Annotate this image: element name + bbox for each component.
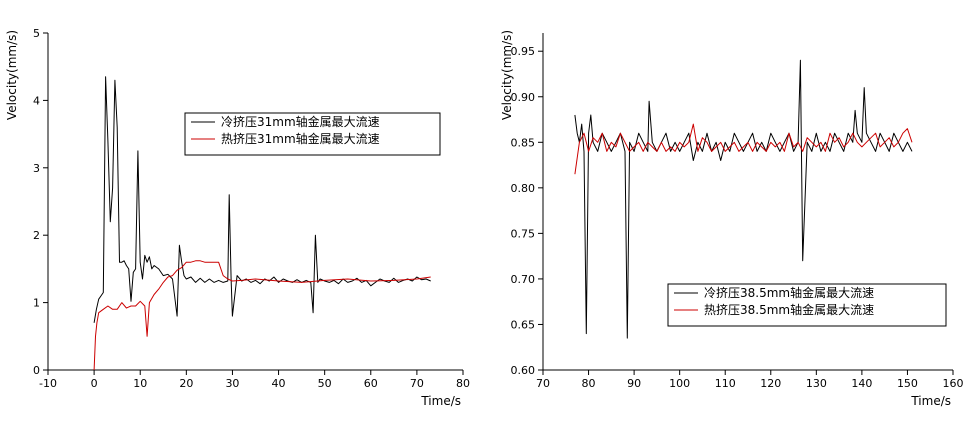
y-tick-label: 2: [33, 229, 40, 242]
chart-2: 70 80 90 100 110 120 130 140 150 160 0.60 0.65 0.70 0…: [500, 30, 964, 408]
legend-box: [184, 112, 441, 156]
x-tick-label: 110: [715, 377, 736, 390]
x-tick-label: 30: [225, 377, 239, 390]
y-tick-label: 0.95: [511, 45, 536, 58]
y-tick-label: 0.60: [511, 364, 536, 377]
y-tick-label: 0.70: [511, 273, 536, 286]
x-tick-label: 40: [272, 377, 286, 390]
legend-box: [667, 283, 947, 327]
x-tick-label: 90: [627, 377, 641, 390]
x-tick-label: 70: [410, 377, 424, 390]
y-tick-label: 0.75: [511, 227, 536, 240]
series-line-2: [93, 260, 431, 371]
x-tick-label: 100: [669, 377, 690, 390]
x-tick-label: 70: [536, 377, 550, 390]
y-tick-label: 0.90: [511, 91, 536, 104]
legend-entry: 热挤压38.5mm轴金属最大流速: [704, 302, 874, 317]
y-tick-label: 0.85: [511, 136, 536, 149]
series-line-1: [93, 76, 431, 323]
y-tick-label: 0.80: [511, 182, 536, 195]
x-tick-label: 130: [806, 377, 827, 390]
x-tick-label: 0: [91, 377, 98, 390]
legend-entry: 热挤压31mm轴金属最大流速: [221, 131, 380, 146]
y-axis-label: Velocity(mm/s): [5, 30, 19, 120]
x-tick-label: 140: [851, 377, 872, 390]
legend-entry: 冷挤压31mm轴金属最大流速: [221, 114, 380, 129]
y-tick-label: 0.65: [511, 318, 536, 331]
x-tick-label: 160: [943, 377, 964, 390]
y-tick-label: 5: [33, 27, 40, 40]
x-axis-label: Time/s: [420, 394, 461, 408]
y-axis-label: Velocity(mm/s): [500, 30, 514, 120]
x-tick-label: 60: [364, 377, 378, 390]
y-tick-label: 4: [33, 94, 40, 107]
chart-1: -10 0 10 20 30 40 50 60 70 80012345Time/sVelocity…: [5, 27, 470, 408]
legend-entry: 冷挤压38.5mm轴金属最大流速: [704, 285, 874, 300]
x-tick-label: 10: [133, 377, 147, 390]
y-tick-label: 0: [33, 364, 40, 377]
y-tick-label: 3: [33, 162, 40, 175]
x-tick-label: 150: [897, 377, 918, 390]
y-tick-label: 1: [33, 297, 40, 310]
x-tick-label: -10: [39, 377, 57, 390]
x-tick-label: 50: [318, 377, 332, 390]
x-tick-label: 80: [456, 377, 470, 390]
x-axis-label: Time/s: [910, 394, 951, 408]
x-tick-label: 120: [760, 377, 781, 390]
x-tick-label: 20: [179, 377, 193, 390]
x-tick-label: 80: [582, 377, 596, 390]
series-line-2: [574, 123, 913, 175]
